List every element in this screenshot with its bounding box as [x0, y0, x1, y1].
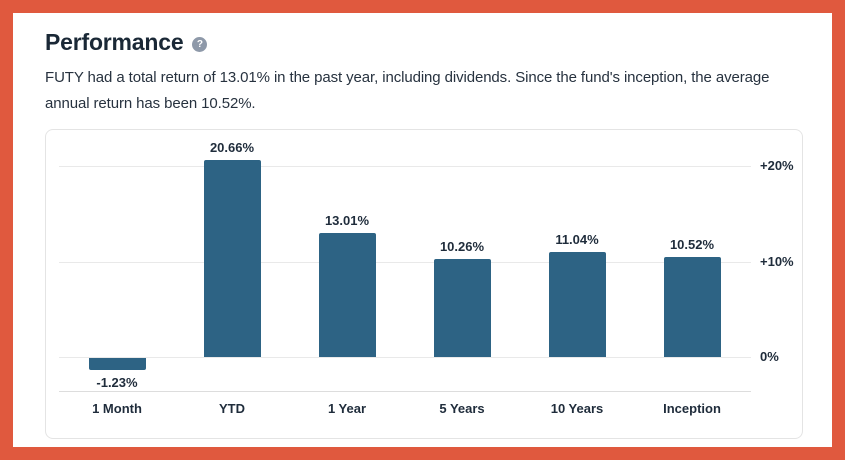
bar-ytd[interactable] [203, 160, 261, 357]
value-label-1-month: -1.23% [96, 375, 138, 390]
value-label-ytd: 20.66% [209, 140, 255, 155]
bar-1-year[interactable] [318, 233, 376, 357]
gridline-10 [59, 261, 751, 263]
x-label-inception: Inception [663, 401, 721, 416]
y-tick-label-20: +20% [760, 158, 794, 173]
x-label-1-year: 1 Year [327, 401, 367, 416]
value-label-10-years: 11.04% [555, 232, 599, 247]
performance-description: FUTY had a total return of 13.01% in the… [45, 69, 770, 112]
value-label-1-year: 13.01% [324, 213, 370, 228]
x-label-10-years: 10 Years [550, 401, 604, 416]
y-tick-label-0: 0% [760, 349, 779, 364]
value-label-inception: 10.52% [669, 237, 715, 252]
x-axis-line [59, 391, 751, 392]
gridline-20 [59, 166, 751, 167]
chart-plot: +20% +10% 0% -1.23% 1 Month 20.66% YTD 13.01% 1 … [46, 130, 802, 438]
y-tick-label-10: +10% [760, 253, 794, 269]
help-icon[interactable]: ? [192, 36, 208, 52]
bar-1-month[interactable] [88, 358, 146, 370]
bar-inception[interactable] [663, 257, 721, 357]
performance-chart-card: +20% +10% 0% -1.23% 1 Month 20.66% YTD 13.01% 1 … [45, 129, 803, 439]
performance-section: Performance ? FUTY had a total return of… [13, 13, 832, 439]
x-label-1-month: 1 Month [92, 401, 142, 416]
gridline-0 [59, 357, 751, 358]
x-label-ytd: YTD [219, 401, 245, 416]
value-label-5-years: 10.26% [439, 239, 485, 254]
title-row: Performance ? [45, 28, 800, 56]
page-frame: Performance ? FUTY had a total return of… [13, 13, 832, 447]
section-title: Performance [45, 28, 184, 55]
bar-5-years[interactable] [433, 259, 491, 357]
bar-10-years[interactable] [548, 252, 606, 357]
x-label-5-years: 5 Years [439, 401, 485, 416]
